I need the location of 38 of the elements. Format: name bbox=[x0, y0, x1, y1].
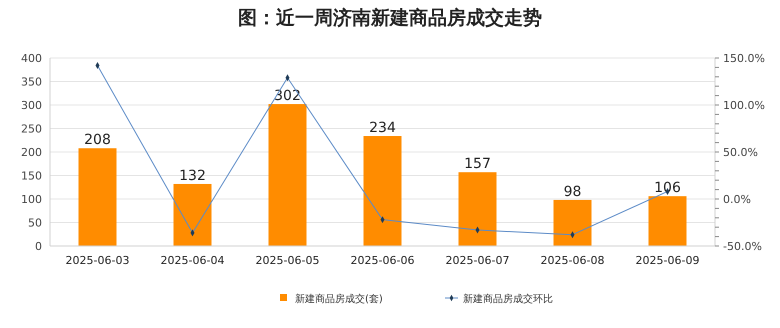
bar bbox=[364, 136, 402, 246]
legend-label: 新建商品房成交(套) bbox=[295, 293, 383, 305]
chart-title: 图：近一周济南新建商品房成交走势 bbox=[238, 7, 542, 29]
data-label: 106 bbox=[654, 180, 681, 196]
y-tick-label: 350 bbox=[21, 76, 42, 88]
x-tick-label: 2025-06-04 bbox=[160, 254, 224, 267]
x-tick-label: 2025-06-06 bbox=[350, 254, 414, 267]
x-tick-label: 2025-06-08 bbox=[540, 254, 604, 267]
legend-label: 新建商品房成交环比 bbox=[463, 293, 553, 305]
y2-tick-label: 150.0% bbox=[723, 52, 765, 65]
bar bbox=[554, 200, 592, 246]
x-tick-label: 2025-06-07 bbox=[446, 254, 510, 267]
data-label: 98 bbox=[564, 184, 582, 200]
bar bbox=[458, 172, 496, 246]
y-tick-label: 250 bbox=[21, 122, 42, 136]
y-tick-label: 150 bbox=[21, 170, 42, 182]
bar bbox=[648, 196, 686, 246]
y-tick-label: 0 bbox=[35, 240, 42, 253]
data-label: 132 bbox=[179, 168, 206, 184]
x-tick-label: 2025-06-05 bbox=[256, 254, 320, 267]
x-tick-label: 2025-06-09 bbox=[636, 254, 700, 267]
data-label: 208 bbox=[84, 132, 111, 148]
y2-tick-label: 50.0% bbox=[723, 146, 758, 159]
y2-tick-label: 100.0% bbox=[723, 99, 765, 112]
bar bbox=[174, 184, 212, 246]
data-label: 157 bbox=[464, 156, 491, 172]
bar bbox=[78, 148, 116, 246]
y-tick-label: 200 bbox=[21, 146, 42, 159]
y-tick-label: 400 bbox=[21, 52, 42, 65]
y-tick-label: 50 bbox=[28, 216, 42, 230]
data-label: 234 bbox=[369, 120, 396, 136]
bar bbox=[268, 104, 306, 246]
y2-tick-label: -50.0% bbox=[723, 240, 762, 253]
y-tick-label: 300 bbox=[21, 99, 42, 112]
y2-tick-label: 0.0% bbox=[723, 193, 751, 206]
y-tick-label: 100 bbox=[21, 193, 42, 206]
x-tick-label: 2025-06-03 bbox=[66, 254, 130, 267]
data-label: 302 bbox=[274, 88, 301, 104]
